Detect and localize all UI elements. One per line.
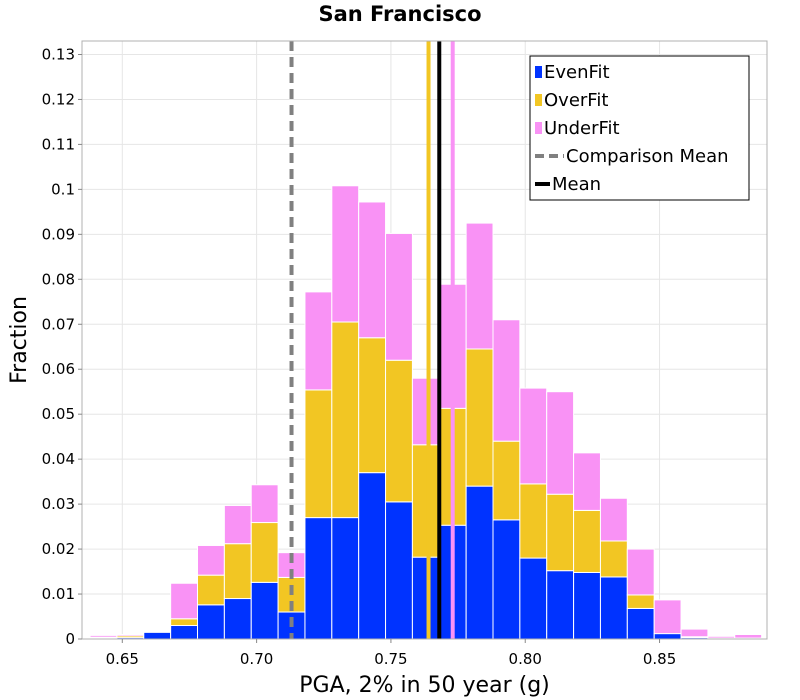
bar-underfit xyxy=(734,634,763,639)
bar-overfit xyxy=(304,389,333,519)
bar-underfit xyxy=(680,628,709,638)
bar-underfit xyxy=(304,291,333,391)
bar-underfit xyxy=(626,548,655,596)
bar-underfit xyxy=(599,497,628,542)
bar-underfit xyxy=(358,201,387,339)
chart-title: San Francisco xyxy=(318,2,482,26)
y-tick-label: 0.12 xyxy=(42,90,75,108)
y-tick-label: 0.04 xyxy=(42,450,75,468)
y-tick-label: 0.13 xyxy=(42,45,75,63)
bar-underfit xyxy=(331,185,360,323)
legend-box xyxy=(529,55,750,201)
legend-swatch-evenfit xyxy=(535,66,542,78)
bar-evenfit xyxy=(519,557,548,640)
y-tick-label: 0 xyxy=(65,630,75,648)
y-tick-label: 0.01 xyxy=(42,585,75,603)
x-tick-label: 0.75 xyxy=(374,650,407,668)
bar-underfit xyxy=(197,544,225,576)
y-tick-label: 0.02 xyxy=(42,540,75,558)
bar-evenfit xyxy=(492,519,521,640)
bar-evenfit xyxy=(358,472,387,640)
bar-overfit xyxy=(573,509,601,573)
bar-underfit xyxy=(492,319,521,442)
bar-underfit xyxy=(465,222,494,350)
legend-label-mean: Mean xyxy=(552,174,601,195)
reference-lines xyxy=(289,41,455,639)
bar-underfit xyxy=(89,634,118,638)
bar-overfit xyxy=(626,594,655,609)
legend-label-comparison-mean: Comparison Mean xyxy=(566,146,729,167)
bar-overfit xyxy=(250,522,279,583)
bar-underfit xyxy=(573,452,601,511)
x-tick-label: 0.70 xyxy=(240,650,273,668)
bar-evenfit xyxy=(653,633,682,640)
y-tick-label: 0.09 xyxy=(42,225,75,243)
bar-overfit xyxy=(143,630,172,633)
x-axis-title: PGA, 2% in 50 year (g) xyxy=(299,673,550,698)
bar-overfit xyxy=(411,444,440,558)
y-tick-label: 0.05 xyxy=(42,405,75,423)
bar-underfit xyxy=(223,504,252,545)
legend-swatch-underfit xyxy=(535,122,542,134)
bar-underfit xyxy=(170,582,199,620)
bar-overfit xyxy=(385,359,413,503)
x-tick-label: 0.80 xyxy=(509,650,542,668)
y-tick-label: 0.07 xyxy=(42,315,75,333)
bar-overfit xyxy=(546,493,575,572)
bar-underfit xyxy=(546,391,575,495)
bar-overfit xyxy=(519,483,548,559)
legend: EvenFit OverFit UnderFit Comparison Mean Mea… xyxy=(529,55,750,201)
bar-evenfit xyxy=(197,604,225,640)
bar-underfit xyxy=(519,387,548,485)
bar-overfit xyxy=(599,540,628,578)
y-tick-label: 0.03 xyxy=(42,495,75,513)
bar-evenfit xyxy=(143,631,172,640)
legend-label-evenfit: EvenFit xyxy=(544,62,610,83)
x-tick-label: 0.65 xyxy=(106,650,139,668)
bar-evenfit xyxy=(411,556,440,640)
bar-underfit xyxy=(411,377,440,446)
bar-overfit xyxy=(331,321,360,519)
bar-evenfit xyxy=(465,485,494,640)
y-tick-label: 0.06 xyxy=(42,360,75,378)
legend-label-underfit: UnderFit xyxy=(544,118,620,139)
bar-evenfit xyxy=(250,581,279,640)
bar-evenfit xyxy=(223,598,252,640)
y-ticks: 0 0.01 0.02 0.03 0.04 0.05 0.06 0.07 0.08 0.09 0.1… xyxy=(42,45,82,648)
bar-underfit xyxy=(250,484,279,524)
bar-underfit xyxy=(653,599,682,635)
bar-overfit xyxy=(197,574,225,606)
bar-underfit xyxy=(707,635,736,639)
bar-overfit xyxy=(170,618,199,627)
y-tick-label: 0.08 xyxy=(42,270,75,288)
bar-overfit xyxy=(492,440,521,521)
bar-evenfit xyxy=(626,607,655,640)
bar-evenfit xyxy=(385,501,413,640)
y-tick-label: 0.1 xyxy=(51,180,75,198)
bar-underfit xyxy=(116,634,145,637)
bar-evenfit xyxy=(546,570,575,640)
x-tick-label: 0.85 xyxy=(643,650,676,668)
bar-overfit xyxy=(223,543,252,600)
legend-label-overfit: OverFit xyxy=(544,90,608,111)
bar-overfit xyxy=(465,348,494,487)
bar-underfit xyxy=(385,232,413,361)
y-axis-title: Fraction xyxy=(7,296,32,384)
bar-evenfit xyxy=(573,571,601,640)
bar-evenfit xyxy=(331,517,360,640)
x-ticks: 0.65 0.70 0.75 0.80 0.85 xyxy=(106,639,676,668)
legend-swatch-overfit xyxy=(535,94,542,106)
bars xyxy=(89,185,763,640)
bar-evenfit xyxy=(599,576,628,640)
y-tick-label: 0.11 xyxy=(42,135,75,153)
bar-overfit xyxy=(358,337,387,474)
bar-evenfit xyxy=(304,517,333,640)
bar-evenfit xyxy=(170,625,199,640)
plot-frame xyxy=(81,40,768,640)
